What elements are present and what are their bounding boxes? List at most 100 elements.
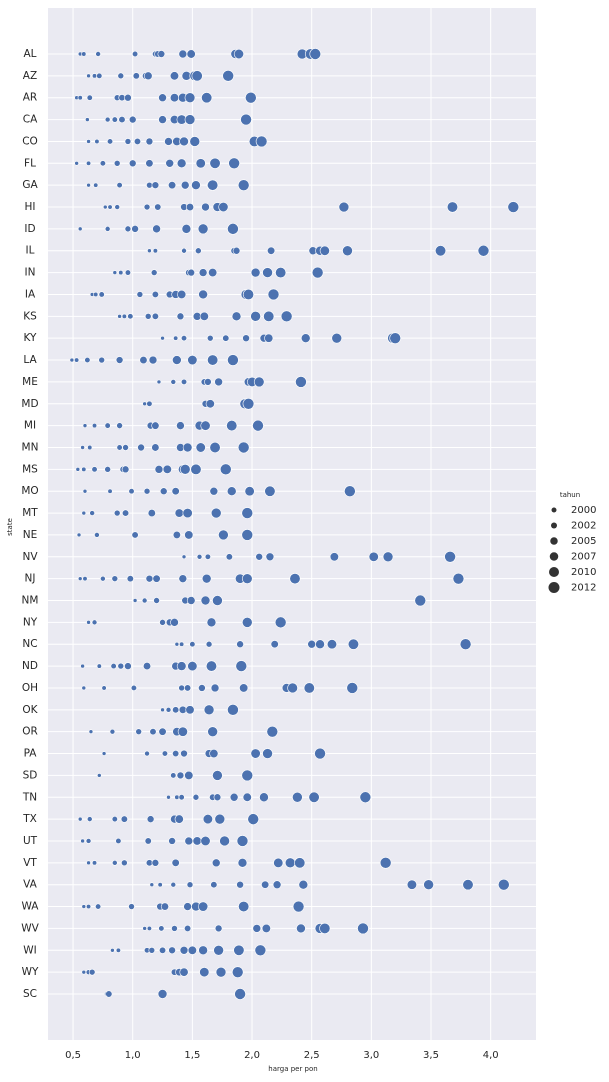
point: [174, 641, 180, 647]
point: [146, 181, 153, 189]
point: [238, 901, 250, 913]
point: [172, 706, 180, 714]
point: [250, 267, 261, 278]
point: [187, 945, 197, 955]
point: [86, 94, 93, 101]
point: [252, 419, 264, 432]
point: [289, 573, 301, 585]
point: [109, 728, 116, 735]
y-tick-label: GA: [22, 179, 38, 191]
point: [227, 223, 239, 235]
point: [81, 969, 87, 975]
point: [241, 529, 254, 541]
point: [135, 728, 142, 735]
y-tick-label: LA: [23, 354, 37, 366]
point: [149, 728, 157, 736]
point: [414, 594, 427, 607]
point: [183, 902, 192, 911]
point: [82, 488, 88, 494]
point: [192, 793, 200, 801]
point: [389, 332, 402, 344]
point: [204, 378, 212, 386]
point: [459, 638, 472, 651]
y-tick-label: MI: [24, 420, 36, 432]
point: [267, 288, 280, 301]
point: [210, 683, 220, 693]
point: [144, 313, 152, 320]
point: [261, 923, 271, 933]
point: [231, 966, 244, 978]
point: [196, 553, 203, 560]
point: [107, 204, 113, 210]
point: [168, 837, 176, 845]
point: [209, 486, 219, 496]
point: [113, 509, 121, 517]
point: [181, 554, 187, 560]
y-tick-label: NY: [23, 616, 38, 628]
legend-marker: [548, 582, 560, 593]
point: [275, 267, 287, 279]
point: [253, 376, 265, 388]
point: [91, 860, 98, 866]
point: [94, 532, 100, 538]
point: [120, 815, 128, 823]
point: [158, 946, 167, 954]
point: [81, 510, 87, 516]
point: [234, 988, 246, 1000]
x-axis-label: harga per pon: [268, 1065, 317, 1073]
point: [136, 291, 144, 298]
point: [116, 422, 123, 429]
point: [192, 836, 202, 846]
point: [207, 726, 218, 737]
point: [187, 354, 198, 366]
point: [98, 291, 105, 298]
point: [86, 620, 91, 625]
point: [242, 397, 255, 410]
point: [201, 92, 213, 104]
point: [189, 136, 201, 147]
point: [181, 224, 192, 234]
point: [151, 421, 160, 430]
point: [106, 138, 114, 145]
legend-marker: [550, 537, 558, 545]
point: [80, 838, 85, 844]
point: [157, 989, 168, 999]
point: [178, 49, 188, 59]
point: [186, 596, 196, 605]
point: [99, 160, 106, 167]
point: [122, 509, 130, 517]
point: [237, 858, 248, 868]
point: [177, 289, 187, 300]
point: [151, 859, 160, 867]
point: [200, 420, 211, 431]
x-tick-label: 1,0: [125, 1050, 141, 1061]
point: [117, 314, 122, 319]
point: [434, 245, 447, 257]
point: [142, 662, 152, 671]
point: [152, 248, 158, 254]
point: [174, 794, 180, 800]
point: [222, 334, 230, 342]
point: [311, 266, 324, 279]
point: [124, 662, 132, 670]
point: [195, 442, 206, 453]
point: [128, 159, 137, 168]
point: [100, 575, 106, 582]
point: [182, 442, 193, 453]
point: [184, 114, 196, 125]
point: [98, 356, 105, 364]
point: [147, 509, 156, 518]
point: [236, 640, 244, 649]
point: [344, 485, 356, 498]
point: [133, 137, 142, 145]
point: [259, 792, 269, 803]
point: [382, 551, 394, 563]
point: [85, 117, 90, 122]
point: [153, 597, 160, 604]
point: [261, 880, 270, 889]
point: [174, 508, 184, 518]
point: [242, 334, 250, 342]
legend-label: 2007: [571, 552, 596, 563]
point: [219, 463, 232, 476]
point: [151, 290, 159, 299]
